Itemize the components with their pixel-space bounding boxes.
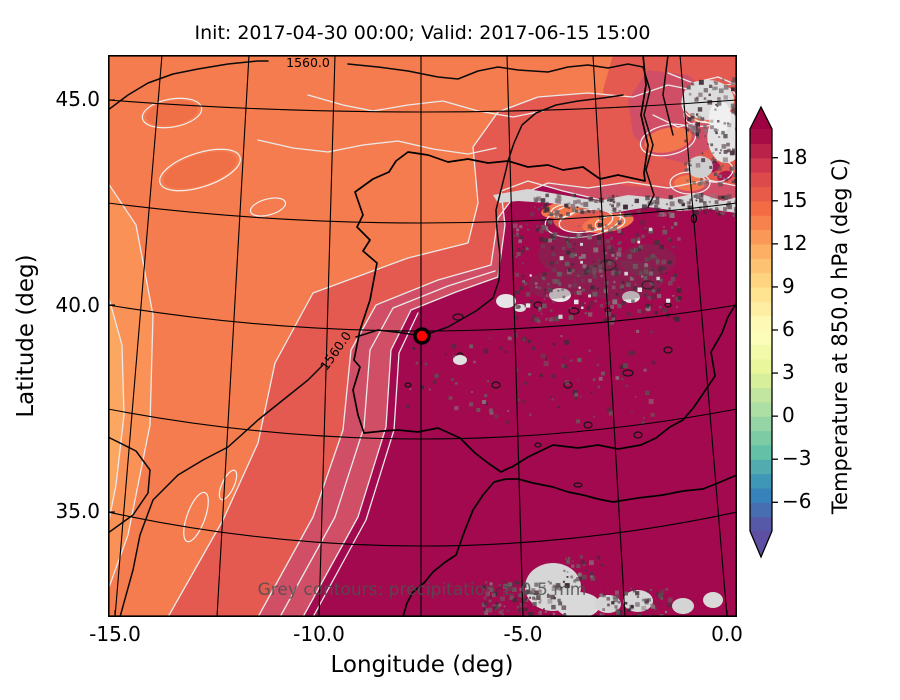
y-axis-label: Latitude (deg) [13, 254, 39, 418]
colorbar-tick-label: 12 [782, 230, 808, 255]
colorbar-tick-label: −3 [782, 446, 812, 471]
plot-border [108, 55, 737, 617]
x-tick-label: -15.0 [89, 622, 141, 646]
x-tick-label: -5.0 [503, 622, 543, 646]
y-tick-label: 40.0 [55, 293, 100, 317]
y-tick-label: 45.0 [55, 87, 100, 111]
coastlines [352, 55, 737, 617]
plot-title: Init: 2017-04-30 00:00; Valid: 2017-06-1… [194, 22, 651, 44]
colorbar-tick-label: 15 [782, 187, 808, 212]
precip-annotation: Grey contours: precipitation ≥ 0.5 mm [258, 580, 587, 600]
contour-label-partial: 0 [690, 212, 698, 226]
colorbar-tick-label: 18 [782, 144, 808, 169]
x-tick-label: -10.0 [293, 622, 345, 646]
colorbar-tick-label: −6 [782, 489, 812, 514]
colorbar-tick-label: 0 [782, 403, 795, 428]
colorbar [749, 105, 778, 559]
forecast-point-marker [413, 327, 431, 345]
y-tick-label: 35.0 [55, 499, 100, 523]
x-axis-label: Longitude (deg) [330, 652, 514, 678]
colorbar-tick-label: 3 [782, 360, 795, 385]
colorbar-tick-label: 9 [782, 273, 795, 298]
colorbar-tick-label: 6 [782, 317, 795, 341]
map: 1560.0 1560.0 0 Grey contours: precipita… [108, 55, 737, 617]
x-tick-label: 0.0 [711, 622, 743, 646]
graticule [108, 55, 737, 617]
contour-label-top: 1560.0 [286, 55, 330, 70]
geopotential-contours [108, 55, 674, 617]
temperature-fill-contours [108, 55, 737, 617]
